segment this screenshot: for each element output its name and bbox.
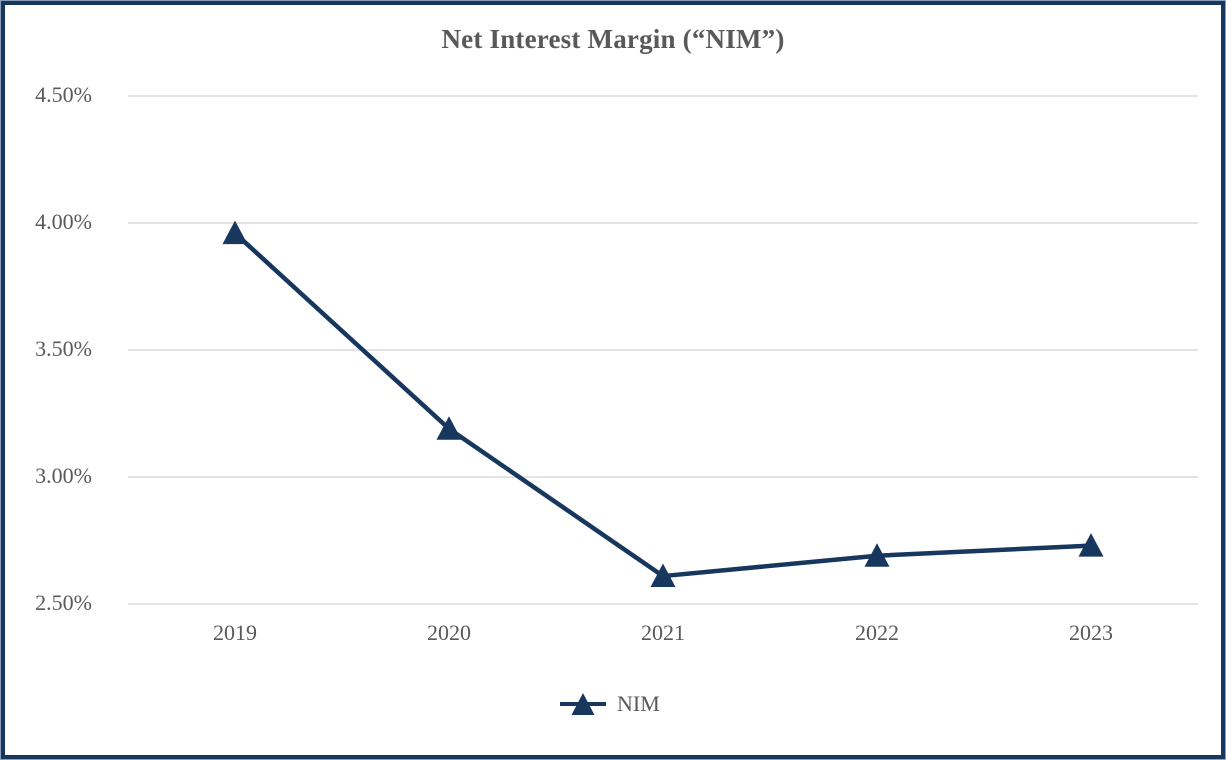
legend: NIM [558, 689, 660, 719]
x-tick-label-2021: 2021 [641, 620, 685, 645]
x-tick-label-2023: 2023 [1069, 620, 1113, 645]
gridline [128, 603, 1198, 605]
data-point-2023 [1078, 533, 1104, 557]
gridline [128, 476, 1198, 478]
y-tick-label: 4.00% [35, 208, 92, 234]
data-point-2019 [222, 220, 248, 245]
y-tick-label: 2.50% [35, 589, 92, 615]
x-tick-label-2020: 2020 [427, 620, 471, 645]
series-line-NIM [232, 230, 1094, 579]
x-tick-label-2022: 2022 [855, 620, 899, 645]
gridline [128, 349, 1198, 351]
y-tick-label: 4.50% [35, 81, 92, 107]
gridline [128, 222, 1198, 224]
legend-label: NIM [617, 691, 660, 716]
legend-nim-marker-icon [560, 693, 606, 715]
y-tick-label: 3.50% [35, 335, 92, 361]
data-point-2022 [864, 543, 890, 567]
chart-title: Net Interest Margin (“NIM”) [441, 24, 785, 54]
y-tick-label: 3.00% [35, 462, 92, 488]
gridline [128, 95, 1198, 97]
data-point-2020 [436, 416, 462, 440]
data-point-2021 [650, 563, 676, 588]
x-tick-label-2019: 2019 [213, 620, 257, 645]
